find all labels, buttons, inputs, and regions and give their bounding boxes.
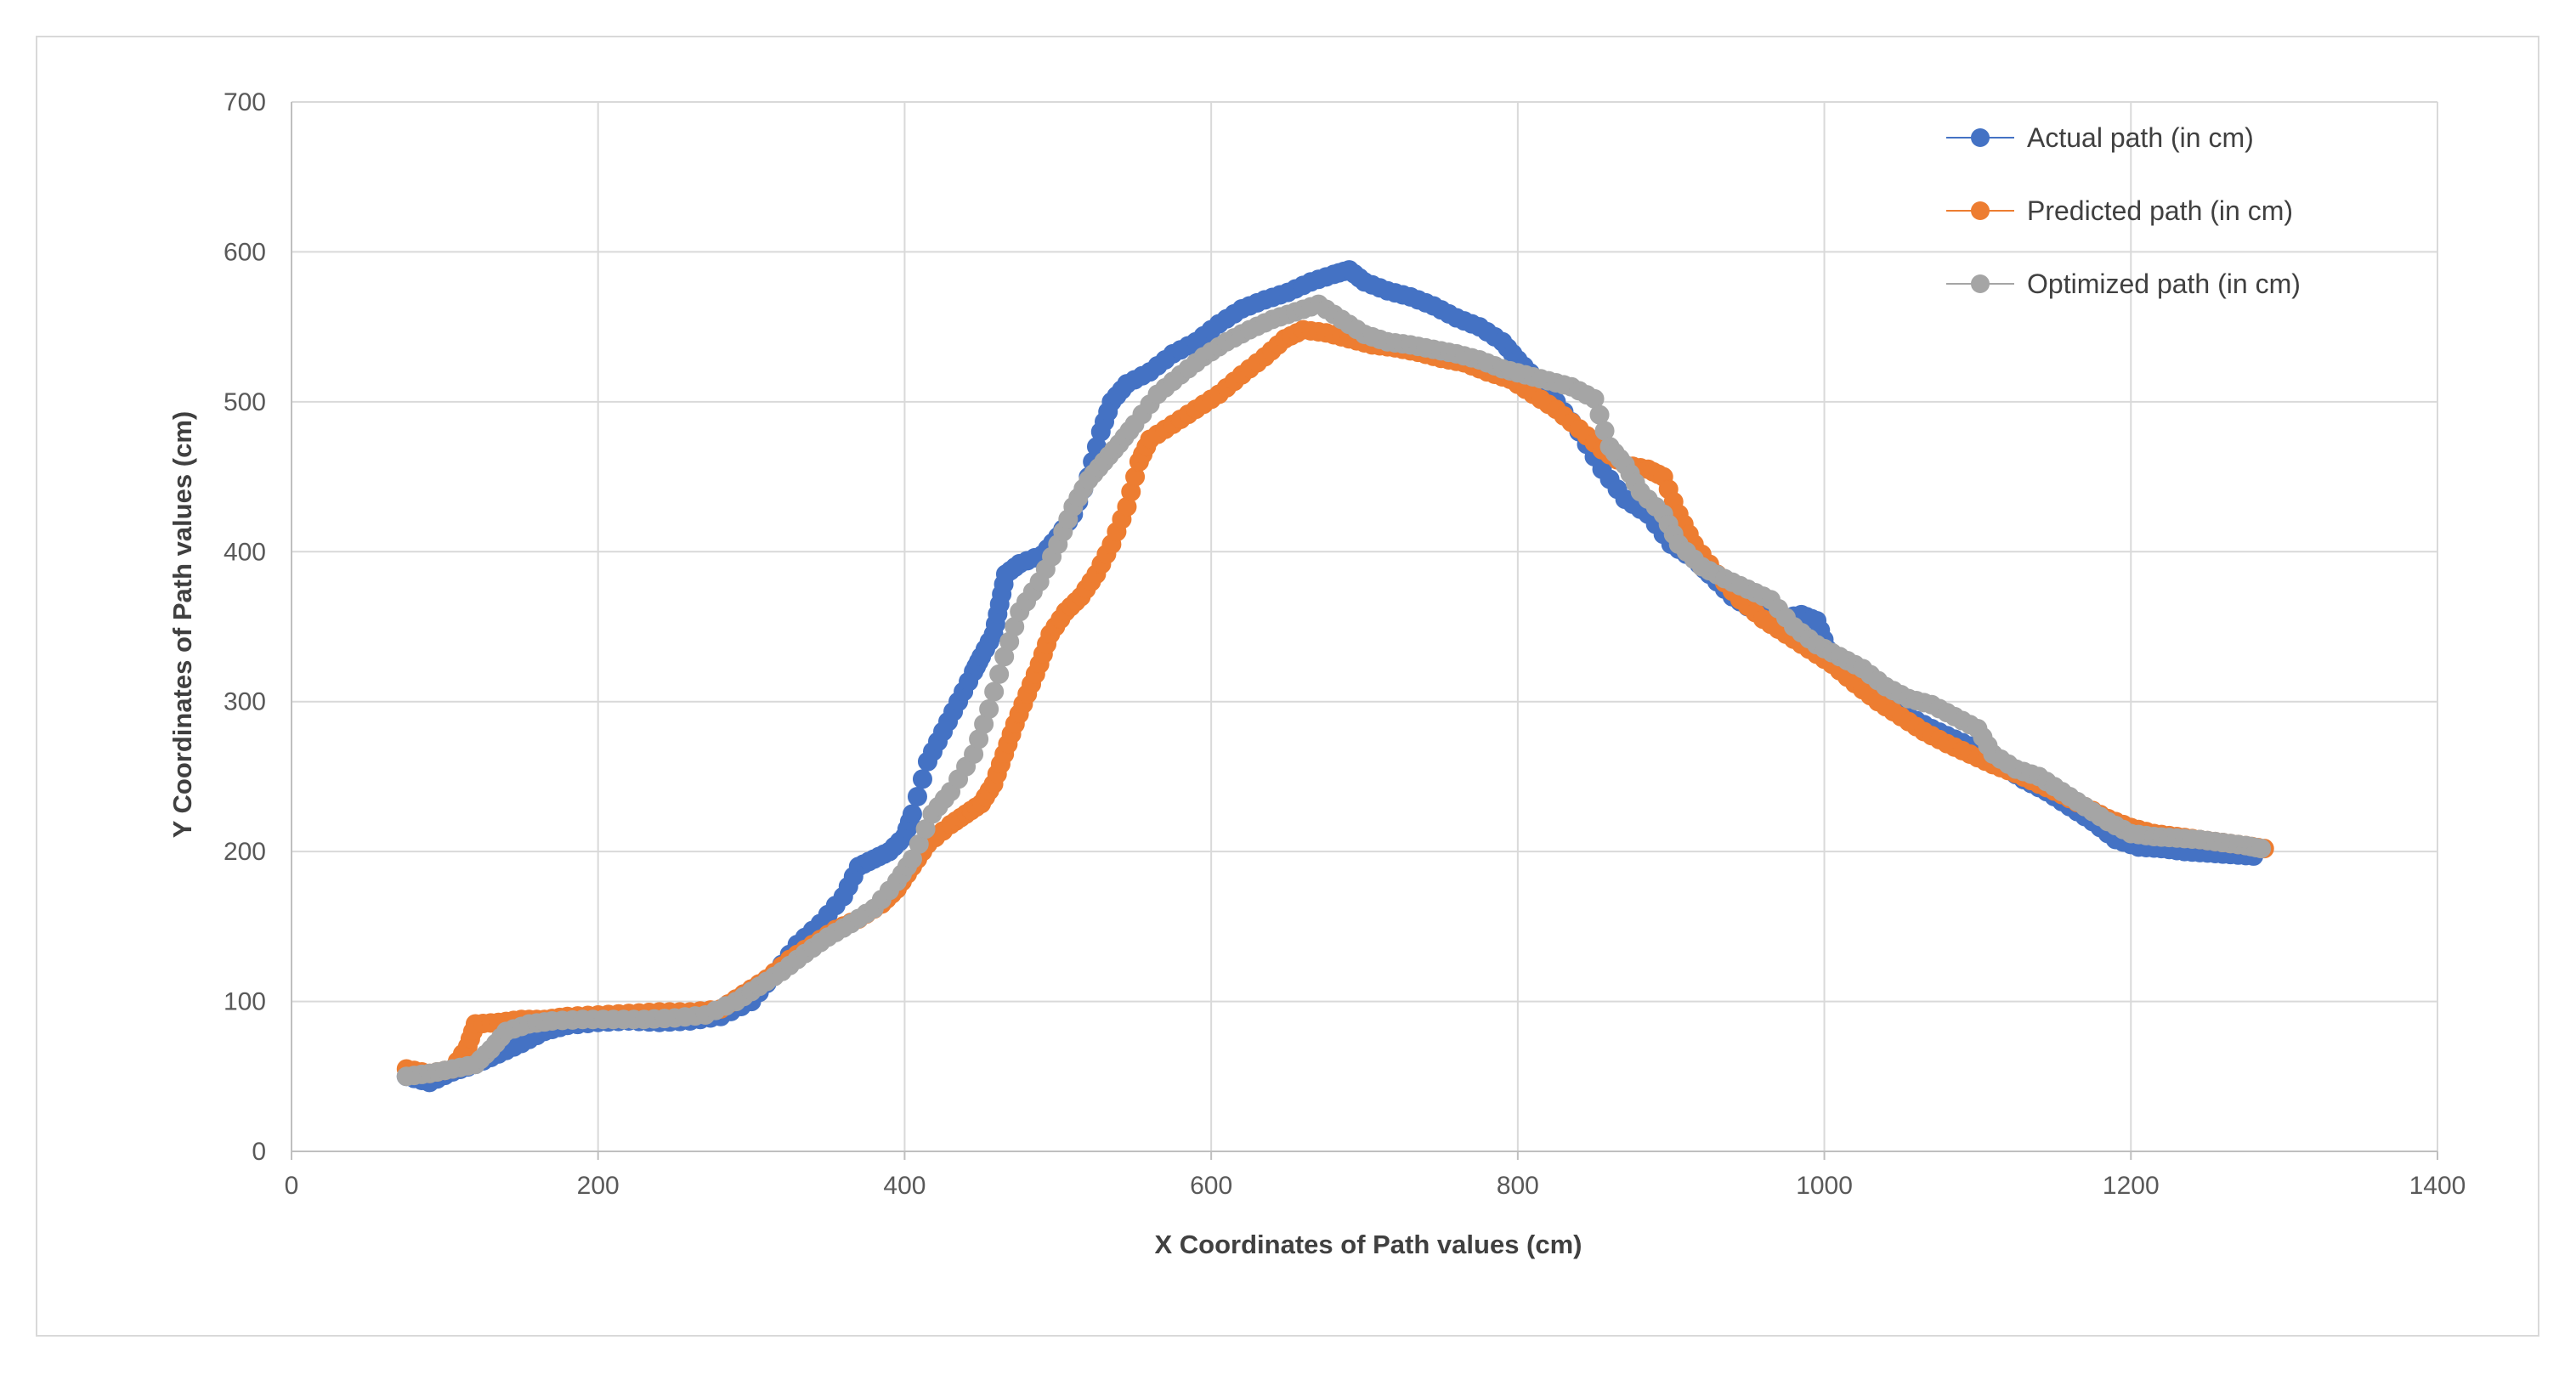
x-tick-label: 400 [883, 1172, 926, 1200]
data-point [979, 699, 999, 720]
x-tick-label: 200 [577, 1172, 620, 1200]
legend: Actual path (in cm) Predicted path (in cm… [1946, 122, 2301, 299]
y-tick-label: 0 [252, 1138, 266, 1166]
series-1 [396, 260, 2264, 1093]
y-tick-label: 100 [224, 988, 266, 1016]
x-axis-title: X Coordinates of Path values (cm) [1155, 1230, 1582, 1259]
data-point [984, 681, 1005, 702]
legend-marker [1971, 274, 1990, 293]
y-tick-labels: 0 100 200 300 400 500 600 700 [224, 88, 266, 1166]
legend-label: Predicted path (in cm) [2027, 195, 2293, 226]
legend-marker [1971, 128, 1990, 147]
x-tick-label: 1400 [2409, 1172, 2466, 1200]
chart-frame [36, 36, 2539, 1337]
y-tick-label: 600 [224, 238, 266, 266]
x-tick-label: 1200 [2103, 1172, 2160, 1200]
x-tick-labels: 0 200 400 600 800 1000 1200 1400 [285, 1172, 2466, 1200]
data-point [907, 786, 927, 806]
y-tick-label: 700 [224, 88, 266, 116]
y-tick-label: 300 [224, 688, 266, 716]
x-tick-label: 1000 [1796, 1172, 1853, 1200]
data-point [2251, 839, 2272, 859]
gridlines [292, 101, 2438, 1151]
x-tick-label: 800 [1497, 1172, 1539, 1200]
legend-label: Actual path (in cm) [2027, 122, 2254, 153]
y-tick-label: 200 [224, 838, 266, 866]
legend-item: Optimized path (in cm) [1946, 269, 2301, 299]
data-point [902, 804, 922, 824]
legend-item: Predicted path (in cm) [1946, 195, 2293, 226]
y-axis-title: Y Coordinates of Path values (cm) [167, 411, 197, 838]
y-tick-label: 500 [224, 388, 266, 416]
y-tick-label: 400 [224, 538, 266, 566]
axes [291, 102, 2438, 1160]
series-layer [396, 260, 2274, 1093]
x-tick-label: 0 [285, 1172, 299, 1200]
legend-label: Optimized path (in cm) [2027, 269, 2301, 299]
legend-item: Actual path (in cm) [1946, 122, 2254, 153]
data-point [989, 664, 1010, 684]
data-point [912, 769, 932, 789]
legend-marker [1971, 201, 1990, 220]
series-3 [396, 294, 2272, 1087]
x-tick-label: 600 [1190, 1172, 1232, 1200]
